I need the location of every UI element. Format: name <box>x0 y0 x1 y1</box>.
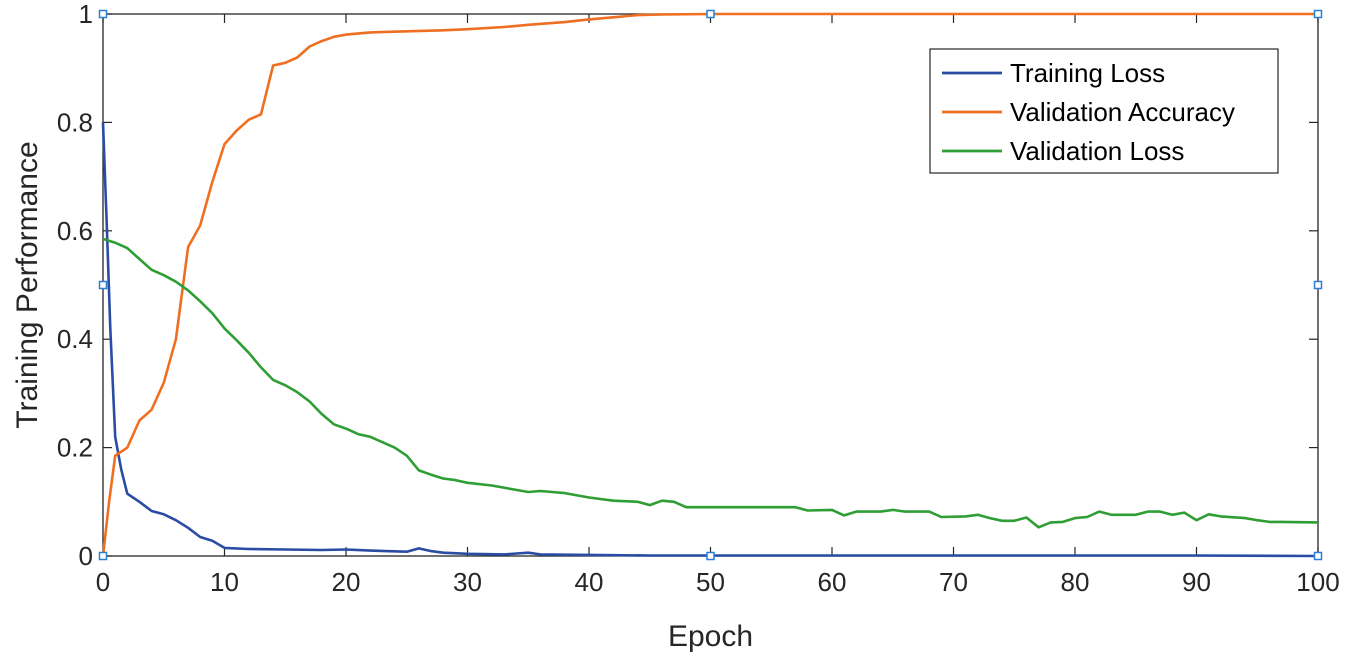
series-line-training-loss <box>101 122 1319 558</box>
x-tick-label: 80 <box>1061 567 1090 597</box>
x-axis: 0 10 20 30 40 50 60 70 80 90 100 <box>96 14 1340 597</box>
x-tick-label: 90 <box>1182 567 1211 597</box>
x-tick-label: 40 <box>575 567 604 597</box>
legend[interactable]: Training Loss Validation Accuracy Validati… <box>929 48 1279 174</box>
axis-handle-marker <box>98 551 108 561</box>
y-axis: 0 0.2 0.4 0.6 0.8 1 <box>57 0 1318 571</box>
y-tick-label: 0.6 <box>57 216 93 246</box>
x-tick-label: 60 <box>818 567 847 597</box>
x-tick-label: 30 <box>453 567 482 597</box>
x-tick-label: 100 <box>1296 567 1339 597</box>
y-tick-label: 0.4 <box>57 324 93 354</box>
axis-markers <box>98 9 1323 561</box>
axis-handle-marker <box>1313 551 1323 561</box>
x-tick-label: 0 <box>96 567 110 597</box>
series-line-validation-loss <box>102 237 1319 529</box>
axis-handle-marker <box>98 9 108 19</box>
x-tick-label: 70 <box>939 567 968 597</box>
axis-handle-marker <box>1313 9 1323 19</box>
x-axis-title: Epoch <box>668 620 753 653</box>
axis-handle-marker <box>706 9 715 19</box>
legend-label-training-loss: Training Loss <box>1010 58 1165 88</box>
x-tick-label: 10 <box>210 567 239 597</box>
series-line-validation-accuracy <box>101 12 1318 557</box>
legend-label-validation-loss: Validation Loss <box>1010 136 1184 166</box>
x-tick-label: 20 <box>332 567 361 597</box>
axis-handle-marker <box>1313 280 1323 290</box>
y-tick-label: 0.8 <box>57 107 93 137</box>
legend-label-validation-accuracy: Validation Accuracy <box>1010 97 1235 127</box>
series-layer <box>101 12 1319 558</box>
y-tick-label: 0 <box>79 541 93 571</box>
y-axis-title: Training Performance <box>11 141 44 428</box>
axis-handle-marker <box>706 551 715 561</box>
axis-handle-marker <box>98 280 108 290</box>
y-tick-label: 0.2 <box>57 433 93 463</box>
y-tick-label: 1 <box>79 0 93 29</box>
x-tick-label: 50 <box>696 567 725 597</box>
